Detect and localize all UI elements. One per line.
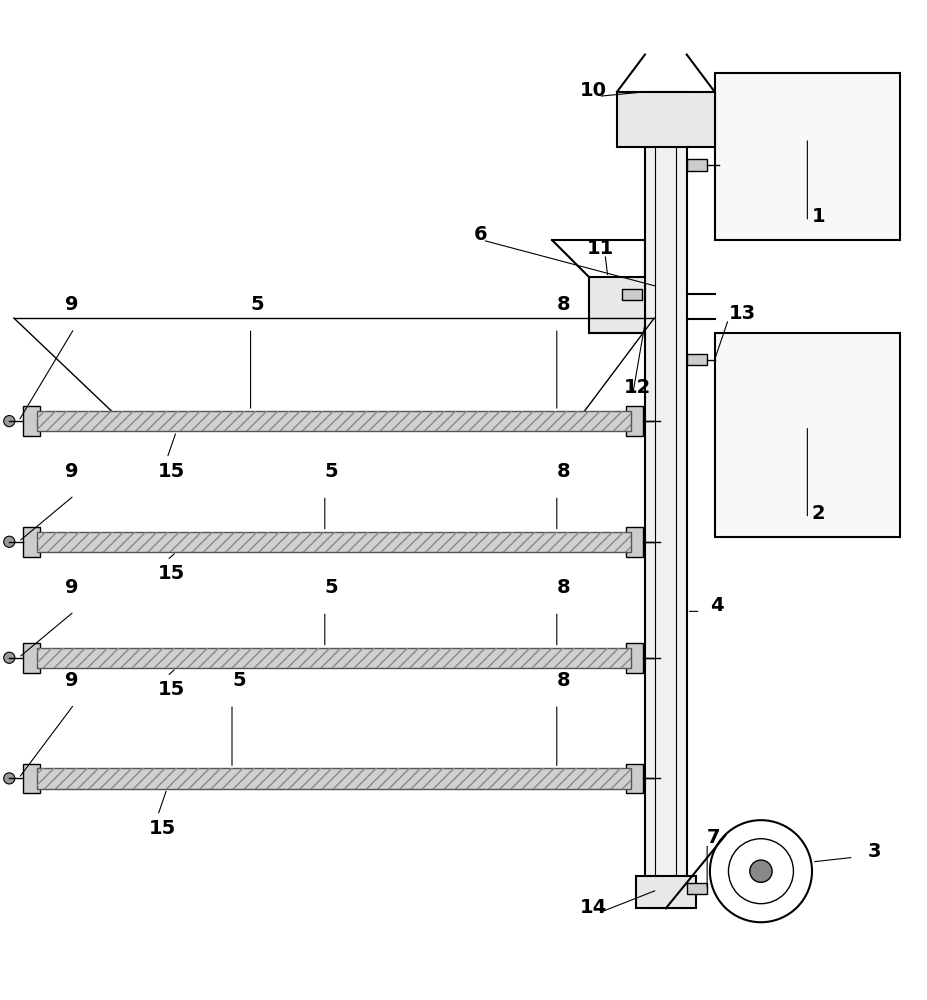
Bar <box>37 532 630 552</box>
Text: 15: 15 <box>158 564 184 583</box>
Circle shape <box>4 652 15 663</box>
Text: 11: 11 <box>586 239 613 258</box>
Text: 3: 3 <box>867 842 881 861</box>
Text: 15: 15 <box>158 680 184 699</box>
Bar <box>621 289 641 300</box>
Text: 13: 13 <box>728 304 755 323</box>
Text: 14: 14 <box>579 898 606 917</box>
Circle shape <box>4 536 15 547</box>
Text: 9: 9 <box>65 578 79 597</box>
Bar <box>589 277 644 333</box>
Bar <box>714 73 899 240</box>
Text: 15: 15 <box>148 819 175 838</box>
Text: 5: 5 <box>232 671 246 690</box>
Text: 4: 4 <box>709 596 723 615</box>
Bar <box>37 768 630 789</box>
Text: 6: 6 <box>473 225 487 244</box>
Circle shape <box>4 773 15 784</box>
Circle shape <box>648 652 659 663</box>
Bar <box>37 532 630 552</box>
Text: 1: 1 <box>811 207 825 226</box>
Bar <box>23 406 40 436</box>
Text: 5: 5 <box>324 462 338 481</box>
Circle shape <box>749 860 771 882</box>
Bar <box>626 643 642 673</box>
Bar <box>686 159 706 171</box>
Text: 15: 15 <box>158 462 184 481</box>
Bar <box>37 648 630 668</box>
Text: 9: 9 <box>65 295 79 314</box>
Bar <box>37 768 630 789</box>
Text: 2: 2 <box>811 504 825 523</box>
Bar <box>23 527 40 557</box>
Bar <box>644 92 686 908</box>
Circle shape <box>648 416 659 427</box>
Bar <box>37 648 630 668</box>
Circle shape <box>4 416 15 427</box>
Text: 8: 8 <box>556 462 570 481</box>
Text: 9: 9 <box>65 462 79 481</box>
Text: 8: 8 <box>556 578 570 597</box>
Bar <box>714 333 899 537</box>
Bar <box>626 527 642 557</box>
Bar <box>686 883 706 894</box>
Text: 10: 10 <box>579 81 606 100</box>
Text: 8: 8 <box>556 671 570 690</box>
Circle shape <box>648 536 659 547</box>
Circle shape <box>648 773 659 784</box>
Bar <box>23 764 40 793</box>
Bar <box>37 411 630 431</box>
Bar <box>626 406 642 436</box>
Bar <box>686 354 706 365</box>
Bar <box>616 92 714 147</box>
Text: 8: 8 <box>556 295 570 314</box>
Text: 5: 5 <box>324 578 338 597</box>
Text: 7: 7 <box>706 828 720 847</box>
Text: 12: 12 <box>623 378 650 397</box>
Bar <box>37 411 630 431</box>
Text: 9: 9 <box>65 671 79 690</box>
Bar <box>635 876 695 908</box>
Bar <box>23 643 40 673</box>
Bar <box>626 764 642 793</box>
Text: 5: 5 <box>250 295 264 314</box>
